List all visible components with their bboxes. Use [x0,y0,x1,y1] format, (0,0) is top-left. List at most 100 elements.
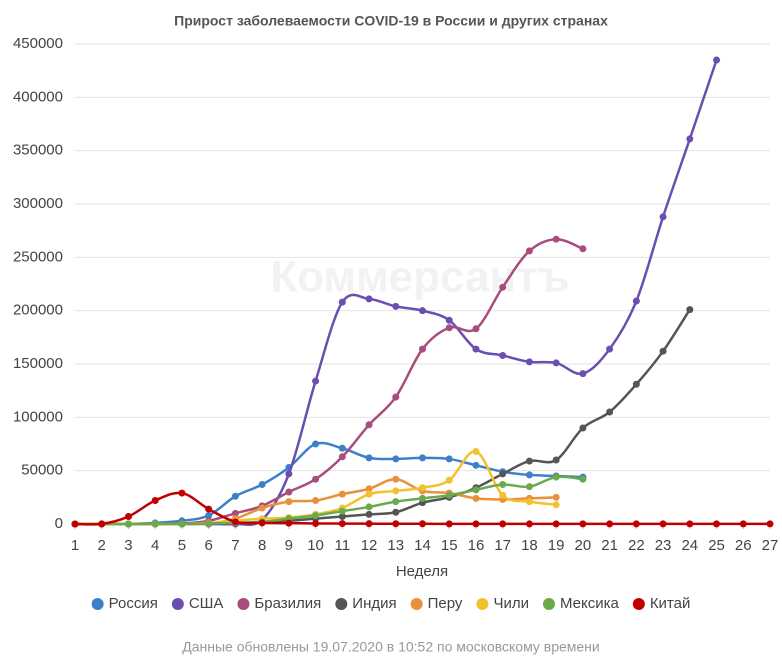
marker [285,470,293,478]
chart-title: Прирост заболеваемости COVID-19 в России… [174,13,608,29]
marker [445,491,453,499]
marker [205,519,213,527]
marker [312,519,320,527]
marker [312,440,320,448]
marker [205,511,213,519]
legend-label: Китай [650,595,691,612]
x-tick-label: 20 [575,537,592,554]
marker [392,393,400,401]
marker [632,297,640,305]
marker [338,507,346,515]
x-tick-label: 8 [258,537,266,554]
marker [392,455,400,463]
marker [124,520,132,528]
marker [686,306,694,314]
marker [632,380,640,388]
marker [659,213,667,221]
marker [525,520,533,528]
marker [739,520,747,528]
y-tick-label: 0 [55,515,63,532]
y-tick-label: 400000 [13,88,63,105]
watermark: Коммерсантъ [270,253,569,302]
marker [419,520,426,528]
marker [445,324,453,332]
marker [499,351,507,359]
legend-label: США [189,595,224,612]
marker [445,455,453,463]
marker [419,454,426,462]
legend-marker [335,598,348,610]
x-tick-label: 27 [762,537,779,554]
marker [151,497,159,505]
x-tick-label: 9 [285,537,293,554]
marker [365,485,373,493]
x-tick-label: 25 [708,537,725,554]
marker [632,520,640,528]
marker [579,245,587,253]
marker [258,519,266,527]
marker [392,302,400,310]
marker [552,359,560,367]
legend-marker [476,598,489,610]
legend-label: Чили [493,595,529,612]
x-tick-label: 24 [681,537,698,554]
marker [686,135,694,143]
marker [392,498,400,506]
x-tick-label: 3 [124,537,132,554]
marker [285,519,293,527]
marker [525,483,533,491]
marker [579,475,587,483]
marker [124,513,132,521]
marker [312,511,320,519]
x-tick-label: 6 [204,537,212,554]
y-tick-label: 250000 [13,248,63,265]
marker [499,470,507,478]
marker [525,358,533,366]
y-tick-label: 100000 [13,408,63,425]
marker [392,475,400,483]
y-tick-label: 300000 [13,195,63,212]
x-tick-label: 23 [655,537,672,554]
marker [338,444,346,452]
marker [365,421,373,429]
marker [419,484,426,492]
x-tick-label: 19 [548,537,565,554]
marker [231,509,239,517]
marker [525,247,533,255]
marker [552,493,560,501]
marker [365,520,373,528]
marker [258,504,266,512]
marker [552,473,560,481]
marker [472,325,480,333]
x-axis-label: Неделя [396,563,448,580]
x-tick-label: 4 [151,537,159,554]
x-tick-label: 2 [98,537,106,554]
marker [338,298,346,306]
x-tick-label: 15 [441,537,458,554]
marker [338,520,346,528]
marker [231,518,239,526]
legend-marker [542,598,555,610]
marker [419,345,426,353]
legend-marker [171,598,184,610]
marker [419,307,426,315]
legend: Россия США Бразилия Индия Перу Чили Мексика Кит… [91,595,691,612]
x-tick-label: 21 [601,537,618,554]
marker [525,457,533,465]
marker [472,461,480,469]
marker [365,454,373,462]
legend-marker [410,598,423,610]
marker [205,505,213,513]
marker [312,377,320,385]
marker [606,408,614,416]
y-tick-label: 450000 [13,35,63,52]
marker [525,498,533,506]
marker [579,424,587,432]
marker [285,488,293,496]
y-tick-label: 150000 [13,355,63,372]
marker [178,489,186,497]
x-tick-label: 12 [361,537,378,554]
marker [392,508,400,516]
legend-marker [632,598,645,610]
marker [472,447,480,455]
